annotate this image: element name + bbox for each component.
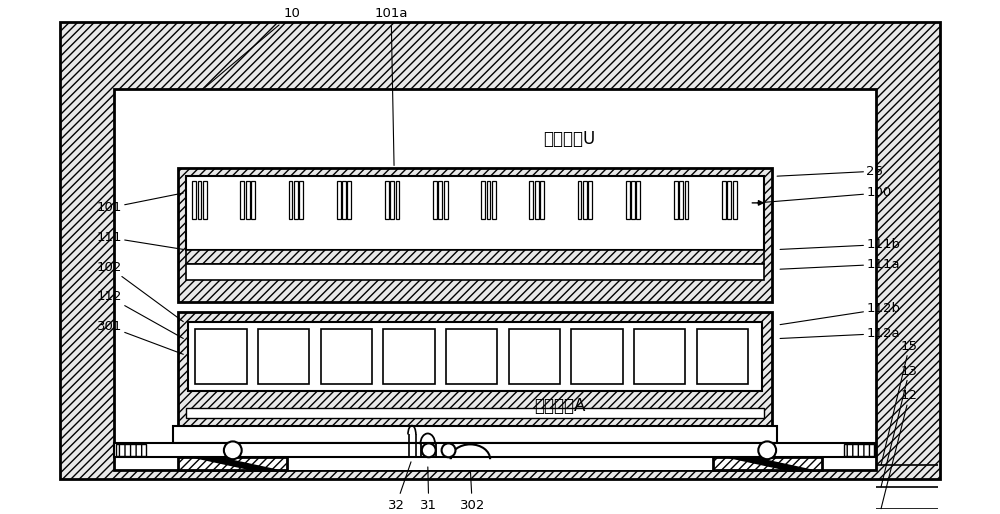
Bar [203, 181, 207, 219]
Bar [487, 181, 490, 219]
Bar [173, 426, 777, 444]
Bar [571, 328, 623, 384]
Bar [529, 181, 533, 219]
Bar [446, 328, 497, 384]
Bar [337, 181, 341, 219]
Bar [697, 328, 748, 384]
Bar [481, 181, 485, 219]
Circle shape [758, 442, 776, 459]
Bar [251, 181, 255, 219]
Bar [674, 181, 678, 219]
Bar [195, 328, 247, 384]
Text: 112a: 112a [780, 327, 900, 340]
Bar [583, 181, 587, 219]
Text: 102: 102 [97, 261, 183, 322]
Bar [287, 457, 713, 470]
Text: 112: 112 [96, 290, 183, 339]
Text: 111: 111 [96, 231, 183, 249]
Text: 15: 15 [881, 340, 918, 465]
Bar [383, 328, 435, 384]
Bar [188, 322, 762, 391]
Bar [438, 181, 442, 219]
Bar [626, 181, 630, 219]
Text: 大气空间A: 大气空间A [534, 397, 585, 415]
Bar [433, 181, 437, 219]
Bar [588, 181, 592, 219]
Text: 12: 12 [881, 390, 918, 509]
Text: 32: 32 [388, 462, 411, 512]
Bar [114, 89, 876, 470]
Text: 101: 101 [97, 193, 183, 214]
Bar [186, 250, 764, 264]
Bar [444, 181, 448, 219]
Bar [192, 181, 196, 219]
Bar [186, 264, 764, 280]
Bar [186, 408, 764, 418]
Bar [492, 181, 496, 219]
Bar [178, 168, 772, 302]
Bar [321, 328, 372, 384]
Bar [636, 181, 640, 219]
Text: 301: 301 [97, 320, 183, 354]
Bar [342, 181, 346, 219]
Bar [258, 328, 309, 384]
Bar [540, 181, 544, 219]
Bar [289, 181, 292, 219]
Polygon shape [728, 457, 812, 470]
Text: 10: 10 [205, 7, 301, 87]
Bar [385, 181, 389, 219]
Bar [178, 312, 772, 426]
Circle shape [224, 442, 242, 459]
Polygon shape [193, 457, 277, 470]
Bar [396, 181, 399, 219]
Bar [578, 181, 581, 219]
Bar [116, 445, 146, 456]
Bar [713, 457, 822, 470]
Bar [634, 328, 685, 384]
Bar [198, 181, 201, 219]
Bar [299, 181, 303, 219]
Bar [733, 181, 737, 219]
Bar [114, 444, 876, 457]
Bar [509, 328, 560, 384]
Bar [844, 445, 874, 456]
Bar [727, 181, 731, 219]
Text: 112b: 112b [780, 302, 900, 325]
Text: 31: 31 [420, 467, 437, 512]
Bar [535, 181, 539, 219]
Circle shape [422, 444, 436, 457]
Text: 26: 26 [777, 164, 883, 178]
Bar [347, 181, 351, 219]
Bar [631, 181, 635, 219]
Bar [60, 22, 940, 479]
Bar [178, 457, 287, 470]
Bar [685, 181, 688, 219]
Text: 101a: 101a [374, 7, 408, 166]
Bar [722, 181, 726, 219]
Bar [679, 181, 683, 219]
Bar [390, 181, 394, 219]
Text: 100: 100 [757, 187, 891, 203]
Bar [240, 181, 244, 219]
Text: 真空空间U: 真空空间U [543, 130, 595, 148]
Text: 13: 13 [881, 364, 918, 487]
Circle shape [442, 444, 455, 457]
Bar [186, 176, 764, 250]
Bar [246, 181, 250, 219]
Text: 111b: 111b [780, 238, 900, 251]
Text: 302: 302 [460, 472, 485, 512]
Bar [294, 181, 298, 219]
Text: 111a: 111a [780, 258, 900, 271]
